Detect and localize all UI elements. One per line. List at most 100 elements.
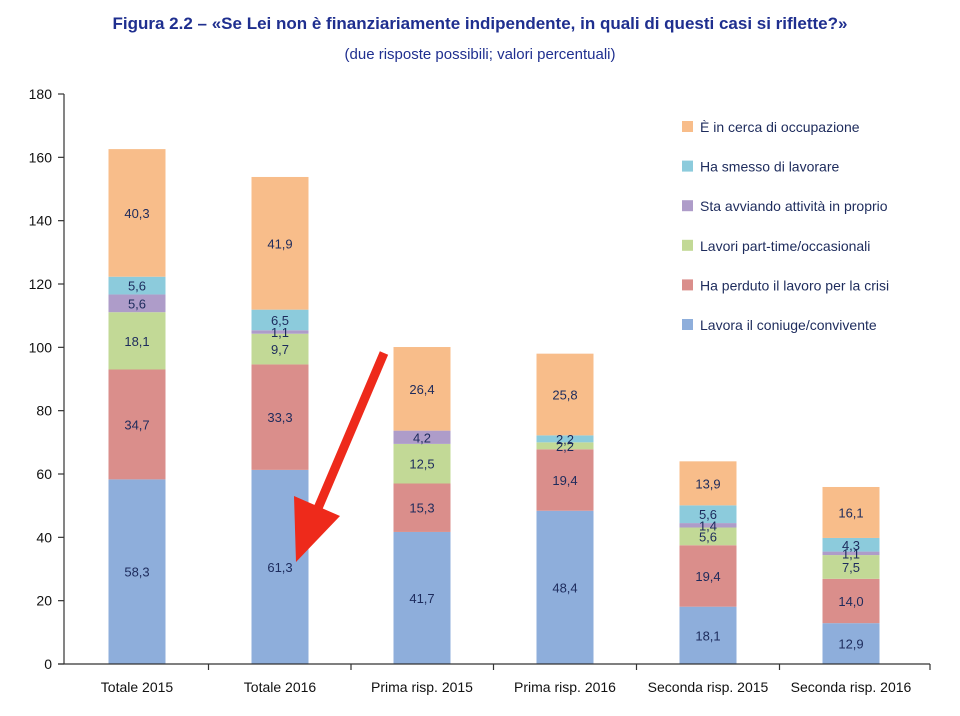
bar-segment-cerca	[679, 461, 737, 506]
data-label: 58,3	[124, 565, 149, 580]
data-label: 40,3	[124, 206, 149, 221]
bar-segment-cerca	[251, 176, 309, 310]
x-tick-label: Seconda risp. 2016	[791, 679, 912, 695]
legend-swatch-smesso	[682, 160, 693, 172]
data-label: 15,3	[409, 501, 434, 516]
x-tick-label: Prima risp. 2015	[371, 679, 473, 695]
y-tick-label: 140	[29, 213, 53, 229]
y-tick-label: 80	[36, 403, 52, 419]
bar-segment-coniuge	[822, 623, 880, 664]
legend-label-attivita: Sta avviando attività in proprio	[700, 198, 888, 214]
y-tick-label: 180	[29, 86, 53, 102]
data-label: 19,4	[695, 569, 720, 584]
bar-segment-coniuge	[393, 531, 451, 664]
legend-label-smesso: Ha smesso di lavorare	[700, 159, 839, 175]
y-tick-label: 120	[29, 276, 53, 292]
bar-segment-coniuge	[536, 510, 594, 664]
bar-segment-smesso	[679, 505, 737, 524]
bar-segment-crisi	[536, 449, 594, 511]
data-label: 25,8	[552, 388, 577, 403]
data-label: 26,4	[409, 382, 434, 397]
bar-segment-smesso	[251, 309, 309, 331]
data-label: 5,6	[128, 279, 146, 294]
data-label: 2,2	[556, 439, 574, 454]
data-label: 5,6	[128, 296, 146, 311]
data-label: 5,6	[699, 529, 717, 544]
x-tick-label: Prima risp. 2016	[514, 679, 616, 695]
data-label: 12,5	[409, 457, 434, 472]
bar-segment-attivita	[393, 430, 451, 444]
data-label: 1,4	[699, 518, 717, 533]
legend-swatch-parttime	[682, 239, 693, 251]
data-label: 6,5	[271, 313, 289, 328]
bar-segment-cerca	[536, 353, 594, 436]
y-tick-label: 160	[29, 149, 53, 165]
bar-segment-crisi	[822, 578, 880, 624]
bar-segment-parttime	[108, 312, 166, 370]
bar-segment-attivita	[679, 523, 737, 528]
data-label: 19,4	[552, 473, 577, 488]
bar-segment-smesso	[108, 276, 166, 295]
bar-segment-parttime	[251, 333, 309, 365]
bar-segment-parttime	[536, 442, 594, 450]
bar-segment-smesso	[536, 435, 594, 443]
chart-title: Figura 2.2 – «Se Lei non è finanziariame…	[112, 14, 848, 33]
x-tick-label: Totale 2015	[101, 679, 174, 695]
annotation-arrow-shaft	[308, 351, 389, 522]
data-label: 41,7	[409, 591, 434, 606]
data-label: 16,1	[838, 505, 863, 520]
y-tick-label: 60	[36, 466, 52, 482]
x-tick-label: Totale 2016	[244, 679, 317, 695]
bar-segment-attivita	[108, 294, 166, 313]
data-label: 18,1	[124, 334, 149, 349]
bar-segment-parttime	[822, 555, 880, 579]
data-label: 41,9	[267, 236, 292, 251]
legend-label-cerca: È in cerca di occupazione	[700, 119, 860, 135]
bar-segment-coniuge	[108, 479, 166, 664]
legend-label-parttime: Lavori part-time/occasionali	[700, 238, 870, 254]
bar-segment-crisi	[679, 545, 737, 607]
bar-segment-smesso	[822, 537, 880, 552]
bar-segment-attivita	[822, 551, 880, 556]
bar-segment-coniuge	[679, 606, 737, 664]
chart-subtitle: (due risposte possibili; valori percentu…	[344, 46, 616, 63]
bar-segment-parttime	[393, 443, 451, 484]
bar-segment-cerca	[822, 486, 880, 538]
y-tick-label: 20	[36, 593, 52, 609]
data-label: 13,9	[695, 476, 720, 491]
data-label: 9,7	[271, 342, 289, 357]
legend-swatch-cerca	[682, 121, 693, 132]
data-label: 34,7	[124, 417, 149, 432]
data-label: 4,3	[842, 538, 860, 553]
data-label: 5,6	[699, 507, 717, 522]
bar-segment-attivita	[251, 330, 309, 334]
y-tick-label: 0	[44, 656, 52, 672]
bar-segment-crisi	[251, 364, 309, 470]
x-tick-label: Seconda risp. 2015	[648, 679, 769, 695]
data-label: 2,2	[556, 432, 574, 447]
bar-segment-cerca	[393, 347, 451, 431]
data-label: 4,2	[413, 430, 431, 445]
data-label: 18,1	[695, 628, 720, 643]
data-label: 1,1	[842, 546, 860, 561]
y-tick-label: 100	[29, 339, 53, 355]
annotation-arrow-head	[294, 496, 340, 562]
data-label: 33,3	[267, 410, 292, 425]
y-tick-label: 40	[36, 529, 52, 545]
bar-segment-crisi	[108, 369, 166, 480]
data-label: 48,4	[552, 580, 577, 595]
data-label: 7,5	[842, 560, 860, 575]
legend-swatch-crisi	[682, 279, 693, 291]
legend-swatch-coniuge	[682, 319, 693, 330]
bar-segment-parttime	[679, 527, 737, 546]
data-label: 1,1	[271, 325, 289, 340]
data-label: 14,0	[838, 594, 863, 609]
legend-label-coniuge: Lavora il coniuge/convivente	[700, 317, 877, 333]
legend-swatch-attivita	[682, 200, 693, 212]
data-label: 12,9	[838, 637, 863, 652]
data-label: 61,3	[267, 560, 292, 575]
bar-segment-crisi	[393, 483, 451, 532]
bar-segment-cerca	[108, 149, 166, 277]
legend-label-crisi: Ha perduto il lavoro per la crisi	[700, 277, 889, 293]
